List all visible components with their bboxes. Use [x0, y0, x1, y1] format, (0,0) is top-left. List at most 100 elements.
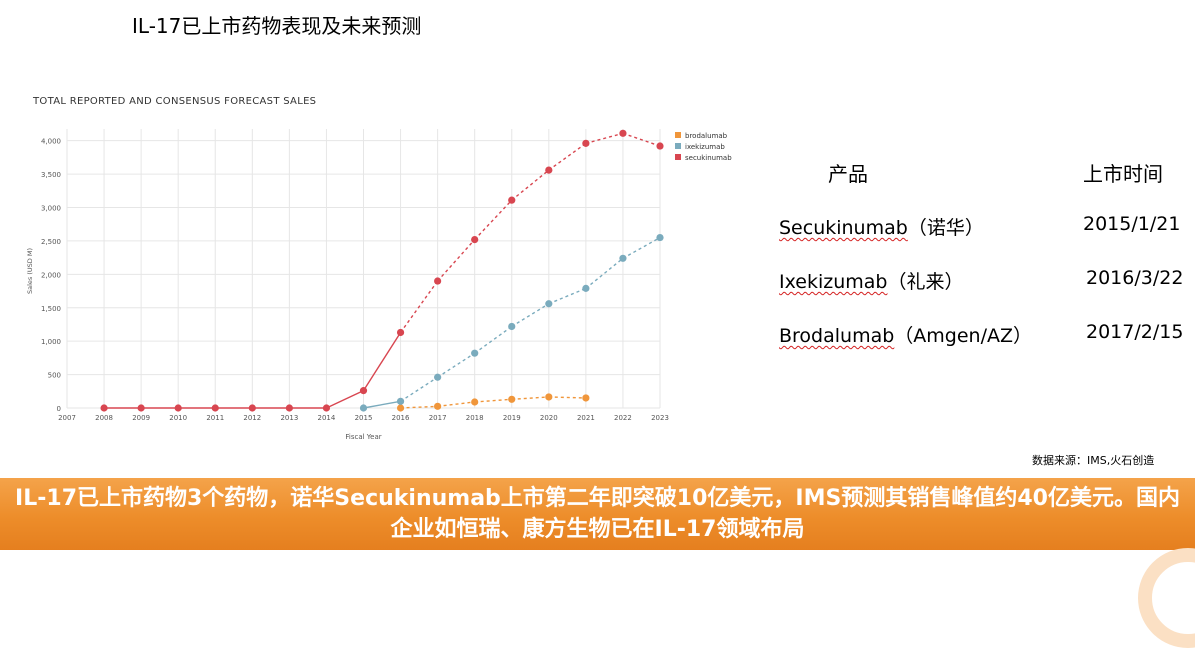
summary-banner: IL-17已上市药物3个药物，诺华Secukinumab上市第二年即突破10亿美… — [0, 478, 1195, 550]
data-point-ixekizumab — [359, 404, 368, 412]
data-point-ixekizumab — [545, 300, 553, 308]
y-tick-label: 0 — [57, 405, 61, 413]
y-tick-label: 2,000 — [41, 271, 61, 279]
product-company: （礼来） — [887, 271, 964, 293]
x-tick-label: 2007 — [58, 414, 76, 422]
x-tick-label: 2011 — [206, 414, 224, 422]
data-point-ixekizumab — [656, 233, 664, 242]
sales-chart: 0 500 1,000 1,500 2,000 2,500 3,000 3,500 4,000 2… — [20, 88, 770, 448]
data-point-brodalumab — [508, 395, 516, 403]
series-line-segment-brodalumab — [511, 396, 549, 401]
series-line-segment-brodalumab — [474, 398, 512, 403]
data-point-secukinumab — [137, 404, 145, 412]
data-point-ixekizumab — [508, 322, 516, 331]
series-line-segment-ixekizumab — [548, 287, 587, 305]
summary-text: IL-17已上市药物3个药物，诺华Secukinumab上市第二年即突破10亿美… — [15, 486, 1180, 542]
series-line-segment-brodalumab — [400, 405, 438, 409]
data-point-secukinumab — [508, 196, 516, 204]
series-line-segment-secukinumab — [548, 142, 587, 171]
y-tick-label: 3,000 — [41, 205, 61, 213]
x-tick-label: 2013 — [280, 414, 298, 422]
legend-label-brodalumab: brodalumab — [685, 132, 728, 140]
data-point-secukinumab — [174, 404, 182, 412]
series-line-segment-secukinumab — [511, 169, 550, 201]
data-point-secukinumab — [211, 404, 219, 412]
header-launch-date: 上市时间 — [1083, 162, 1163, 186]
data-point-ixekizumab — [582, 284, 590, 292]
data-point-ixekizumab — [434, 373, 442, 381]
legend-label-ixekizumab: ixekizumab — [685, 143, 725, 151]
data-point-secukinumab — [322, 404, 331, 412]
data-point-secukinumab — [434, 277, 442, 285]
table-row-date: 2016/3/22 — [1086, 267, 1184, 289]
product-name: Brodalumab — [779, 325, 895, 347]
chart-title: TOTAL REPORTED AND CONSENSUS FORECAST SA… — [33, 96, 317, 107]
table-row-product: Brodalumab（Amgen/AZ） — [779, 321, 1032, 348]
y-tick-label: 500 — [48, 372, 61, 380]
product-name: Secukinumab — [779, 217, 908, 239]
data-point-secukinumab — [100, 404, 108, 412]
y-axis-title: Sales (USD M) — [26, 248, 34, 294]
slide-title: IL-17已上市药物表现及未来预测 — [132, 14, 422, 38]
data-point-secukinumab — [248, 404, 256, 412]
product-company: （诺华） — [907, 217, 984, 239]
series-line-segment-ixekizumab — [511, 303, 550, 328]
data-point-brodalumab — [471, 398, 479, 406]
data-point-secukinumab — [545, 166, 553, 174]
data-point-brodalumab — [434, 402, 442, 410]
x-tick-label: 2020 — [540, 414, 558, 422]
series-line-segment-ixekizumab — [437, 352, 476, 378]
series-line-segment-secukinumab — [622, 132, 661, 147]
data-point-ixekizumab — [471, 349, 479, 357]
series-line-segment-ixekizumab — [585, 257, 624, 289]
x-axis-title: Fiscal Year — [345, 433, 381, 441]
data-point-brodalumab — [582, 394, 590, 402]
y-tick-label: 1,500 — [41, 305, 61, 313]
data-source-note: 数据来源：IMS,火石创造 — [1032, 454, 1155, 467]
series-line-segment-ixekizumab — [400, 376, 439, 402]
y-tick-label: 2,500 — [41, 238, 61, 246]
y-tick-label: 3,500 — [41, 171, 61, 179]
data-point-ixekizumab — [619, 254, 627, 262]
x-tick-label: 2017 — [429, 414, 447, 422]
table-row-date: 2017/2/15 — [1086, 321, 1184, 343]
x-tick-label: 2023 — [651, 414, 669, 422]
legend-swatch-secukinumab — [675, 154, 681, 160]
table-row-product: Ixekizumab（礼来） — [779, 267, 963, 294]
legend-swatch-brodalumab — [675, 132, 681, 138]
x-tick-label: 2015 — [355, 414, 373, 422]
launch-table: 产品 上市时间 Secukinumab（诺华） 2015/1/21 Ixekiz… — [770, 150, 1195, 360]
decorative-corner-arc — [1138, 548, 1195, 648]
data-point-secukinumab — [656, 142, 664, 150]
series-line-segment-secukinumab — [399, 280, 439, 333]
y-tick-label: 1,000 — [41, 338, 61, 346]
data-point-secukinumab — [359, 387, 368, 395]
data-point-brodalumab — [396, 404, 405, 412]
product-company: （Amgen/AZ） — [894, 325, 1033, 347]
data-point-brodalumab — [545, 393, 553, 401]
x-tick-label: 2016 — [392, 414, 410, 422]
legend-label-secukinumab: secukinumab — [685, 154, 732, 162]
x-tick-label: 2008 — [95, 414, 113, 422]
data-point-secukinumab — [396, 328, 405, 337]
series-line-segment-brodalumab — [437, 401, 475, 408]
series-line-segment-secukinumab — [326, 389, 364, 409]
header-product: 产品 — [828, 162, 868, 186]
x-tick-label: 2014 — [318, 414, 336, 422]
chart-canvas: 0 500 1,000 1,500 2,000 2,500 3,000 3,500 4,000 2… — [26, 129, 732, 441]
series-line-segment-ixekizumab — [474, 325, 513, 354]
table-row-date: 2015/1/21 — [1083, 213, 1181, 235]
data-point-secukinumab — [471, 235, 479, 244]
x-tick-label: 2021 — [577, 414, 595, 422]
x-tick-label: 2018 — [466, 414, 484, 422]
series-line-segment-ixekizumab — [622, 236, 661, 259]
x-tick-label: 2012 — [243, 414, 261, 422]
legend-swatch-ixekizumab — [675, 143, 681, 149]
x-tick-label: 2022 — [614, 414, 632, 422]
product-name: Ixekizumab — [779, 271, 888, 293]
series-line-segment-secukinumab — [362, 332, 402, 392]
series-line-segment-ixekizumab — [363, 400, 401, 409]
data-point-ixekizumab — [396, 397, 405, 405]
x-tick-label: 2019 — [503, 414, 521, 422]
series-line-segment-secukinumab — [474, 199, 513, 241]
